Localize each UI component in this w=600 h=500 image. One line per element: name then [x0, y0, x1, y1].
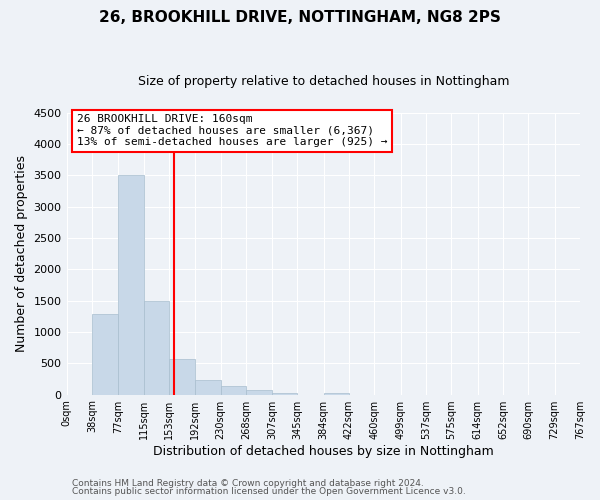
Text: 26, BROOKHILL DRIVE, NOTTINGHAM, NG8 2PS: 26, BROOKHILL DRIVE, NOTTINGHAM, NG8 2PS	[99, 10, 501, 25]
Title: Size of property relative to detached houses in Nottingham: Size of property relative to detached ho…	[137, 75, 509, 88]
Text: Contains HM Land Registry data © Crown copyright and database right 2024.: Contains HM Land Registry data © Crown c…	[72, 478, 424, 488]
Bar	[92, 314, 118, 394]
Y-axis label: Number of detached properties: Number of detached properties	[15, 155, 28, 352]
Bar	[221, 386, 246, 394]
Bar	[246, 390, 272, 394]
Bar	[195, 380, 221, 394]
Text: 26 BROOKHILL DRIVE: 160sqm
← 87% of detached houses are smaller (6,367)
13% of s: 26 BROOKHILL DRIVE: 160sqm ← 87% of deta…	[77, 114, 388, 148]
Text: Contains public sector information licensed under the Open Government Licence v3: Contains public sector information licen…	[72, 487, 466, 496]
Bar	[272, 392, 298, 394]
Bar	[169, 359, 195, 394]
Bar	[118, 176, 143, 394]
Bar	[143, 300, 169, 394]
X-axis label: Distribution of detached houses by size in Nottingham: Distribution of detached houses by size …	[153, 444, 494, 458]
